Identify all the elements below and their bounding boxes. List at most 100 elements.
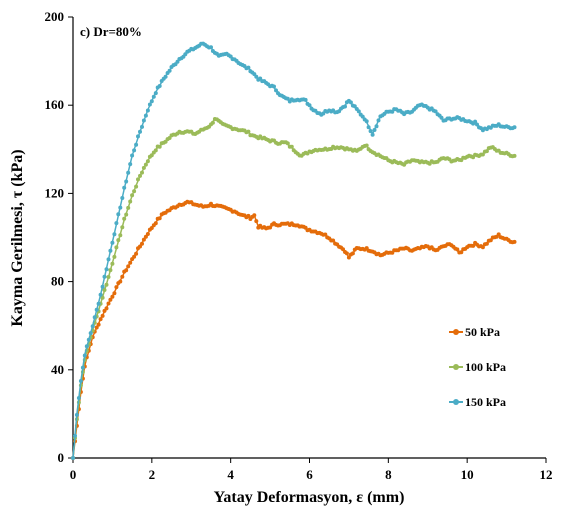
data-point	[254, 74, 259, 79]
data-point	[100, 313, 105, 318]
panel-label: c) Dr=80%	[80, 24, 142, 39]
data-point	[136, 177, 140, 182]
data-point	[254, 219, 259, 224]
data-point	[364, 143, 369, 148]
data-point	[138, 244, 142, 249]
data-point	[132, 189, 137, 194]
x-tick-label: 12	[540, 467, 553, 482]
data-point	[108, 268, 113, 273]
data-point	[147, 102, 152, 107]
data-point	[140, 124, 144, 129]
data-point	[484, 149, 489, 154]
data-point	[94, 325, 99, 330]
data-point	[94, 307, 99, 312]
y-tick-label: 120	[45, 185, 65, 200]
data-point	[496, 232, 501, 237]
y-tick-label: 160	[45, 97, 65, 112]
data-point	[149, 226, 154, 230]
data-point	[108, 248, 113, 253]
data-point	[86, 337, 91, 342]
data-point	[350, 251, 355, 256]
data-point	[126, 264, 131, 269]
data-point	[120, 225, 125, 230]
data-point	[110, 294, 115, 299]
data-point	[143, 162, 148, 167]
data-point	[114, 285, 119, 290]
data-point	[348, 100, 353, 105]
data-point	[82, 353, 87, 358]
x-tick-label: 8	[385, 467, 392, 482]
data-point	[110, 261, 115, 266]
data-point	[323, 232, 328, 237]
data-point	[84, 344, 89, 349]
data-point	[268, 225, 273, 230]
data-point	[285, 96, 290, 101]
data-point	[104, 306, 109, 311]
y-tick-label: 40	[51, 362, 64, 377]
data-point	[303, 97, 308, 102]
data-point	[141, 237, 146, 242]
data-point	[246, 129, 251, 134]
data-point	[132, 148, 137, 153]
data-point	[141, 118, 146, 123]
legend-item: 50 kPa	[449, 325, 500, 339]
data-point	[120, 196, 125, 200]
x-tick-label: 2	[149, 467, 156, 482]
data-point	[512, 125, 517, 130]
data-point	[124, 179, 129, 184]
data-point	[74, 412, 79, 417]
legend-swatch-marker	[453, 364, 459, 370]
data-point	[209, 45, 213, 50]
data-point	[471, 243, 476, 248]
data-point	[366, 125, 371, 130]
legend-swatch-marker	[453, 399, 459, 405]
data-point	[108, 297, 113, 302]
data-point	[167, 68, 172, 73]
x-tick-label: 0	[70, 467, 77, 482]
legend-label: 100 kPa	[465, 360, 506, 374]
data-point	[98, 292, 103, 297]
data-point	[78, 379, 83, 383]
data-point	[346, 255, 351, 260]
data-point	[153, 221, 158, 226]
data-point	[145, 232, 150, 236]
legend: 50 kPa 100 kPa 150 kPa	[449, 325, 506, 409]
data-point	[96, 322, 101, 327]
data-point	[80, 365, 85, 370]
data-point	[459, 250, 464, 255]
data-point	[433, 109, 438, 114]
data-point	[153, 148, 158, 153]
data-point	[439, 115, 444, 120]
data-point	[114, 221, 119, 226]
data-point	[100, 284, 105, 289]
data-point	[118, 233, 123, 238]
data-point	[98, 317, 103, 322]
x-tick-label: 10	[461, 467, 474, 482]
data-point	[149, 99, 154, 104]
data-point	[157, 84, 162, 88]
data-point	[473, 119, 478, 124]
data-point	[106, 301, 111, 306]
data-point	[88, 331, 93, 336]
data-point	[100, 295, 105, 300]
legend-swatch-marker	[453, 329, 459, 335]
data-point	[331, 238, 336, 243]
data-point	[512, 239, 517, 244]
data-point	[126, 205, 131, 210]
data-point	[175, 59, 180, 64]
data-point	[143, 113, 148, 118]
data-point	[145, 159, 150, 164]
data-point	[484, 241, 489, 246]
data-point	[102, 274, 107, 279]
data-point	[141, 165, 146, 170]
data-point	[370, 132, 375, 137]
data-point	[455, 247, 460, 252]
data-point	[73, 433, 77, 438]
data-point	[157, 144, 162, 149]
data-point	[76, 396, 81, 400]
y-tick-label: 200	[45, 9, 65, 24]
data-point	[104, 267, 109, 272]
data-point	[136, 134, 140, 139]
